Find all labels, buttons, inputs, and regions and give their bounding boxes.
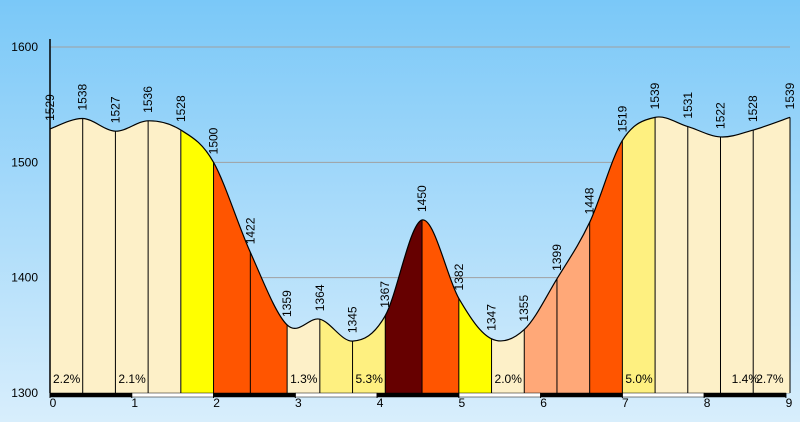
x-scale-segment-6 <box>540 392 623 398</box>
elevation-label-6: 1422 <box>243 217 257 244</box>
segment-fill-4 <box>180 130 214 394</box>
x-scale-segment-8 <box>703 392 787 398</box>
grade-label-5: 5.0% <box>625 372 653 386</box>
x-tick-label-7: 7 <box>622 396 629 410</box>
elevation-label-9: 1345 <box>346 306 360 333</box>
x-scale-segment-5 <box>458 392 541 398</box>
segment-fill-15 <box>556 222 590 393</box>
grade-labels: 2.2% 2.1% 1.3% 5.3% 2.0% 5.0% 1.4%2.7% <box>53 372 784 386</box>
elevation-label-22: 1539 <box>783 82 797 109</box>
y-tick-label-1600: 1600 <box>11 40 38 54</box>
segment-fill-17 <box>622 117 656 393</box>
elevation-label-21: 1528 <box>746 95 760 122</box>
segment-fill-21 <box>753 117 790 393</box>
x-scale-segment-7 <box>622 392 705 398</box>
elevation-label-11: 1450 <box>415 185 429 212</box>
x-scale-segment-0 <box>49 392 133 398</box>
segment-fill-6 <box>250 252 288 393</box>
grade-label-7: 2.7% <box>756 372 784 386</box>
elevation-label-7: 1359 <box>280 290 294 317</box>
elevation-label-20: 1522 <box>713 102 727 129</box>
elevation-label-16: 1448 <box>583 187 597 214</box>
x-axis-scale-bar <box>49 392 787 398</box>
elevation-labels: 1529 1538 1527 1536 1528 1500 1422 1359 1364 1345… <box>43 82 797 333</box>
y-tick-label-1400: 1400 <box>11 271 38 285</box>
x-tick-label-4: 4 <box>377 396 384 410</box>
segment-fill-20 <box>720 130 754 394</box>
segment-fill-2 <box>115 120 149 394</box>
x-tick-label-3: 3 <box>295 396 302 410</box>
elevation-label-12: 1382 <box>452 263 466 290</box>
grade-label-3: 5.3% <box>356 372 384 386</box>
elevation-label-5: 1500 <box>207 127 221 154</box>
grade-label-2: 1.3% <box>290 372 318 386</box>
segment-fill-12 <box>458 298 492 393</box>
elevation-label-19: 1531 <box>681 92 695 119</box>
x-tick-label-9: 9 <box>786 396 793 410</box>
x-tick-label-0: 0 <box>50 396 57 410</box>
x-tick-label-6: 6 <box>540 396 547 410</box>
y-tick-label-1300: 1300 <box>11 386 38 400</box>
elevation-label-17: 1519 <box>615 105 629 132</box>
segment-fill-3 <box>148 120 181 394</box>
y-axis-ticks: 1300 1400 1500 1600 <box>11 40 38 400</box>
segment-fill-8 <box>319 319 353 393</box>
segment-fill-0 <box>50 118 83 394</box>
segment-fills <box>50 116 790 394</box>
segment-fill-11 <box>422 219 459 393</box>
elevation-label-2: 1527 <box>108 96 122 123</box>
segment-fill-18 <box>655 116 688 393</box>
elevation-line <box>49 116 791 342</box>
elevation-label-18: 1539 <box>648 82 662 109</box>
x-scale-segment-2 <box>213 392 296 398</box>
x-tick-label-5: 5 <box>458 396 465 410</box>
x-tick-label-2: 2 <box>213 396 220 410</box>
elevation-label-13: 1347 <box>485 304 499 331</box>
grade-label-0: 2.2% <box>53 372 81 386</box>
elevation-label-0: 1529 <box>43 94 57 121</box>
segment-fill-5 <box>213 162 251 393</box>
grade-label-4: 2.0% <box>495 372 523 386</box>
elevation-label-4: 1528 <box>174 95 188 122</box>
elevation-label-15: 1399 <box>550 244 564 271</box>
x-axis-ticks: 0 1 2 3 4 5 6 7 8 9 <box>49 393 793 410</box>
x-scale-segment-4 <box>376 392 460 398</box>
x-tick-label-1: 1 <box>131 396 138 410</box>
segment-fill-14 <box>524 278 557 393</box>
segment-fill-19 <box>687 126 721 393</box>
grade-label-6: 1.4% <box>732 372 760 386</box>
x-scale-segment-3 <box>295 392 378 398</box>
y-tick-label-1500: 1500 <box>11 155 38 169</box>
elevation-label-10: 1367 <box>378 281 392 308</box>
segment-fill-9 <box>352 315 386 393</box>
segment-fill-1 <box>82 118 116 394</box>
elevation-label-3: 1536 <box>141 86 155 113</box>
grade-label-1: 2.1% <box>118 372 146 386</box>
elevation-label-8: 1364 <box>313 284 327 311</box>
segment-fill-10 <box>385 220 423 393</box>
elevation-label-1: 1538 <box>76 83 90 110</box>
x-scale-segment-1 <box>131 392 214 398</box>
segment-fill-7 <box>287 318 320 393</box>
segment-fill-13 <box>491 329 525 393</box>
x-tick-label-8: 8 <box>704 396 711 410</box>
elevation-label-14: 1355 <box>517 295 531 322</box>
